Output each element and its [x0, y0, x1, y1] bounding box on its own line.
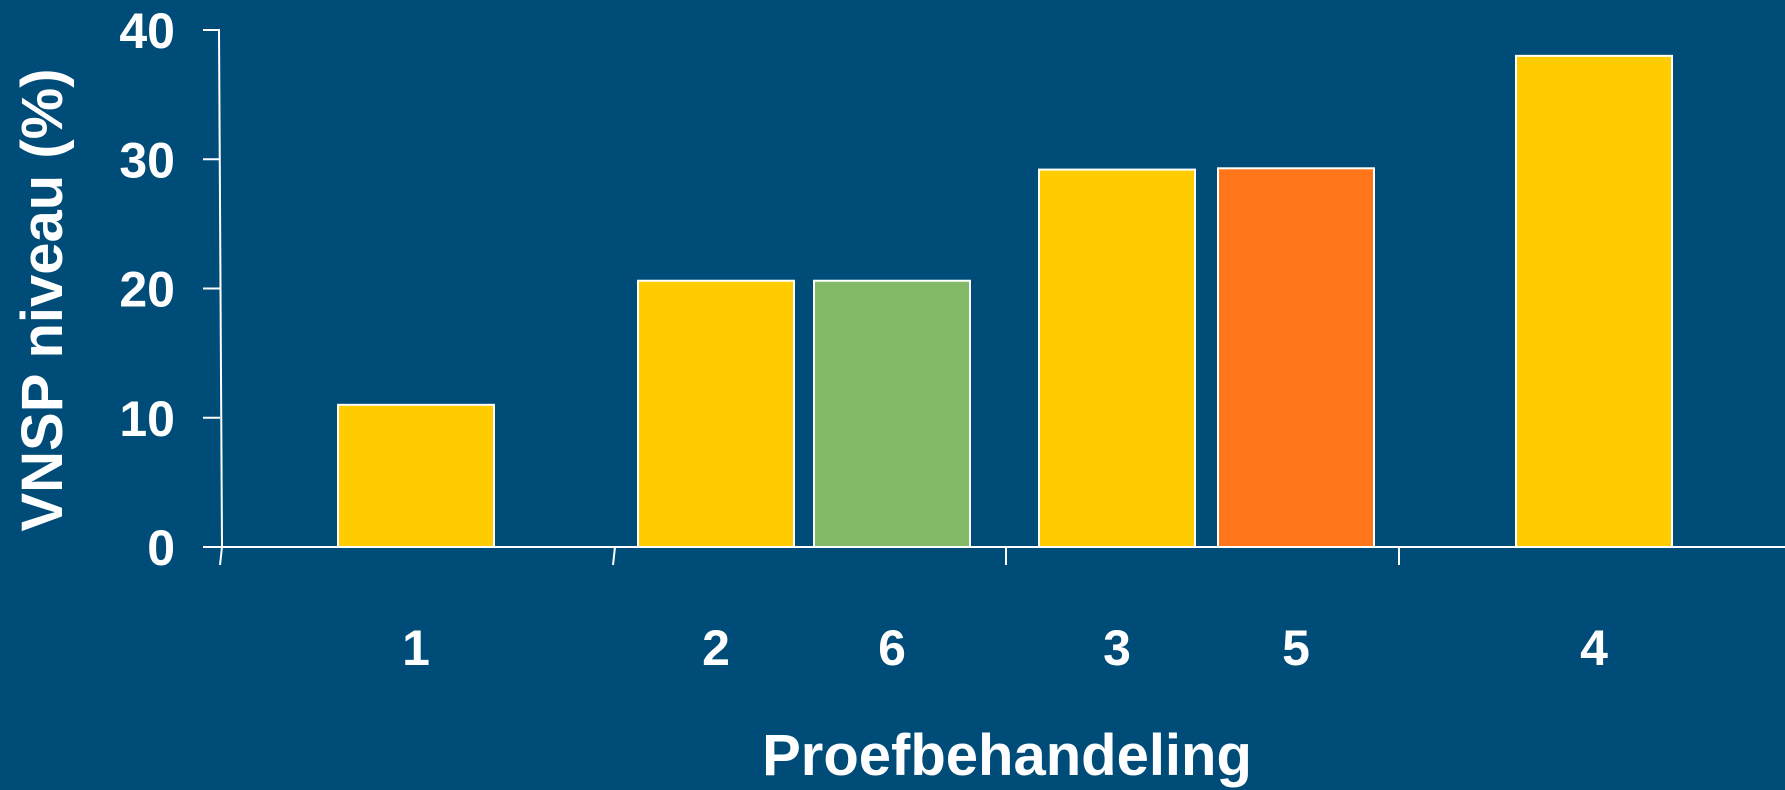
x-axis-tick: [612, 546, 616, 566]
y-tick-label: 10: [119, 391, 175, 447]
bar-2: [637, 279, 795, 548]
x-axis-title: Proefbehandeling: [762, 723, 1252, 788]
category-label: 2: [702, 620, 730, 676]
y-tick-label: 40: [119, 3, 175, 59]
category-label: 1: [402, 620, 430, 676]
bar-3: [1038, 168, 1196, 548]
x-axis: [219, 546, 1785, 566]
bar-1: [337, 403, 495, 549]
y-tick-label: 30: [119, 132, 175, 188]
bar-6: [813, 279, 971, 548]
category-label: 3: [1103, 620, 1131, 676]
category-label: 4: [1580, 620, 1608, 676]
bar-5: [1217, 167, 1375, 549]
y-axis-title: VNSP niveau (%): [10, 68, 75, 531]
bar-4: [1515, 54, 1673, 548]
y-ticks: 0 10 20 30 40: [119, 3, 220, 576]
category-label: 6: [878, 620, 906, 676]
y-tick-label: 0: [147, 520, 175, 576]
category-label: 5: [1282, 620, 1310, 676]
bars: [337, 54, 1673, 549]
y-tick-label: 20: [119, 262, 175, 318]
y-axis-line: [218, 29, 223, 548]
y-axis: [218, 29, 223, 548]
category-labels: 1 2 6 3 5 4: [402, 620, 1608, 676]
x-axis-tick: [219, 546, 223, 566]
